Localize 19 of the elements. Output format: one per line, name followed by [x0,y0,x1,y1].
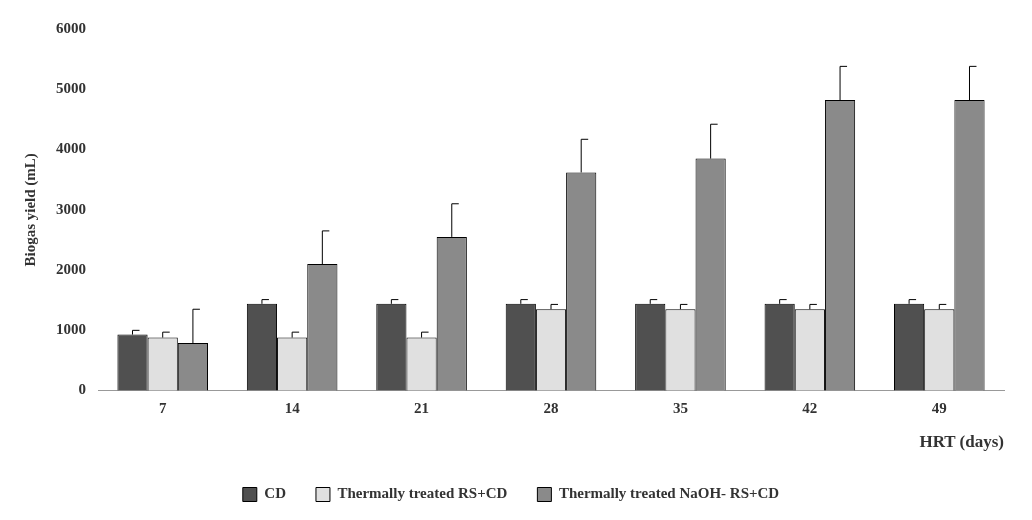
y-tick-label: 1000 [56,321,86,338]
legend-label: Thermally treated NaOH- RS+CD [558,485,780,502]
x-tick-label: 42 [802,400,818,417]
x-tick-label: 35 [672,400,688,417]
y-tick-label: 2000 [56,260,86,277]
y-tick-label: 4000 [56,140,86,157]
y-tick-label: 6000 [56,19,86,36]
x-tick-label: 14 [284,400,301,417]
x-tick-label: 7 [158,400,167,417]
y-axis-title: Biogas yield (mL) [21,153,39,267]
x-tick-label: 49 [931,400,947,417]
legend-label: CD [264,485,287,502]
x-tick-label: 28 [543,400,559,417]
x-axis-title: HRT (days) [919,432,1004,452]
y-tick-label: 3000 [56,200,86,217]
y-tick-label: 5000 [56,80,86,97]
x-tick-label: 21 [414,400,430,417]
y-tick-label: 0 [78,381,86,398]
legend-label: Thermally treated RS+CD [337,485,508,502]
